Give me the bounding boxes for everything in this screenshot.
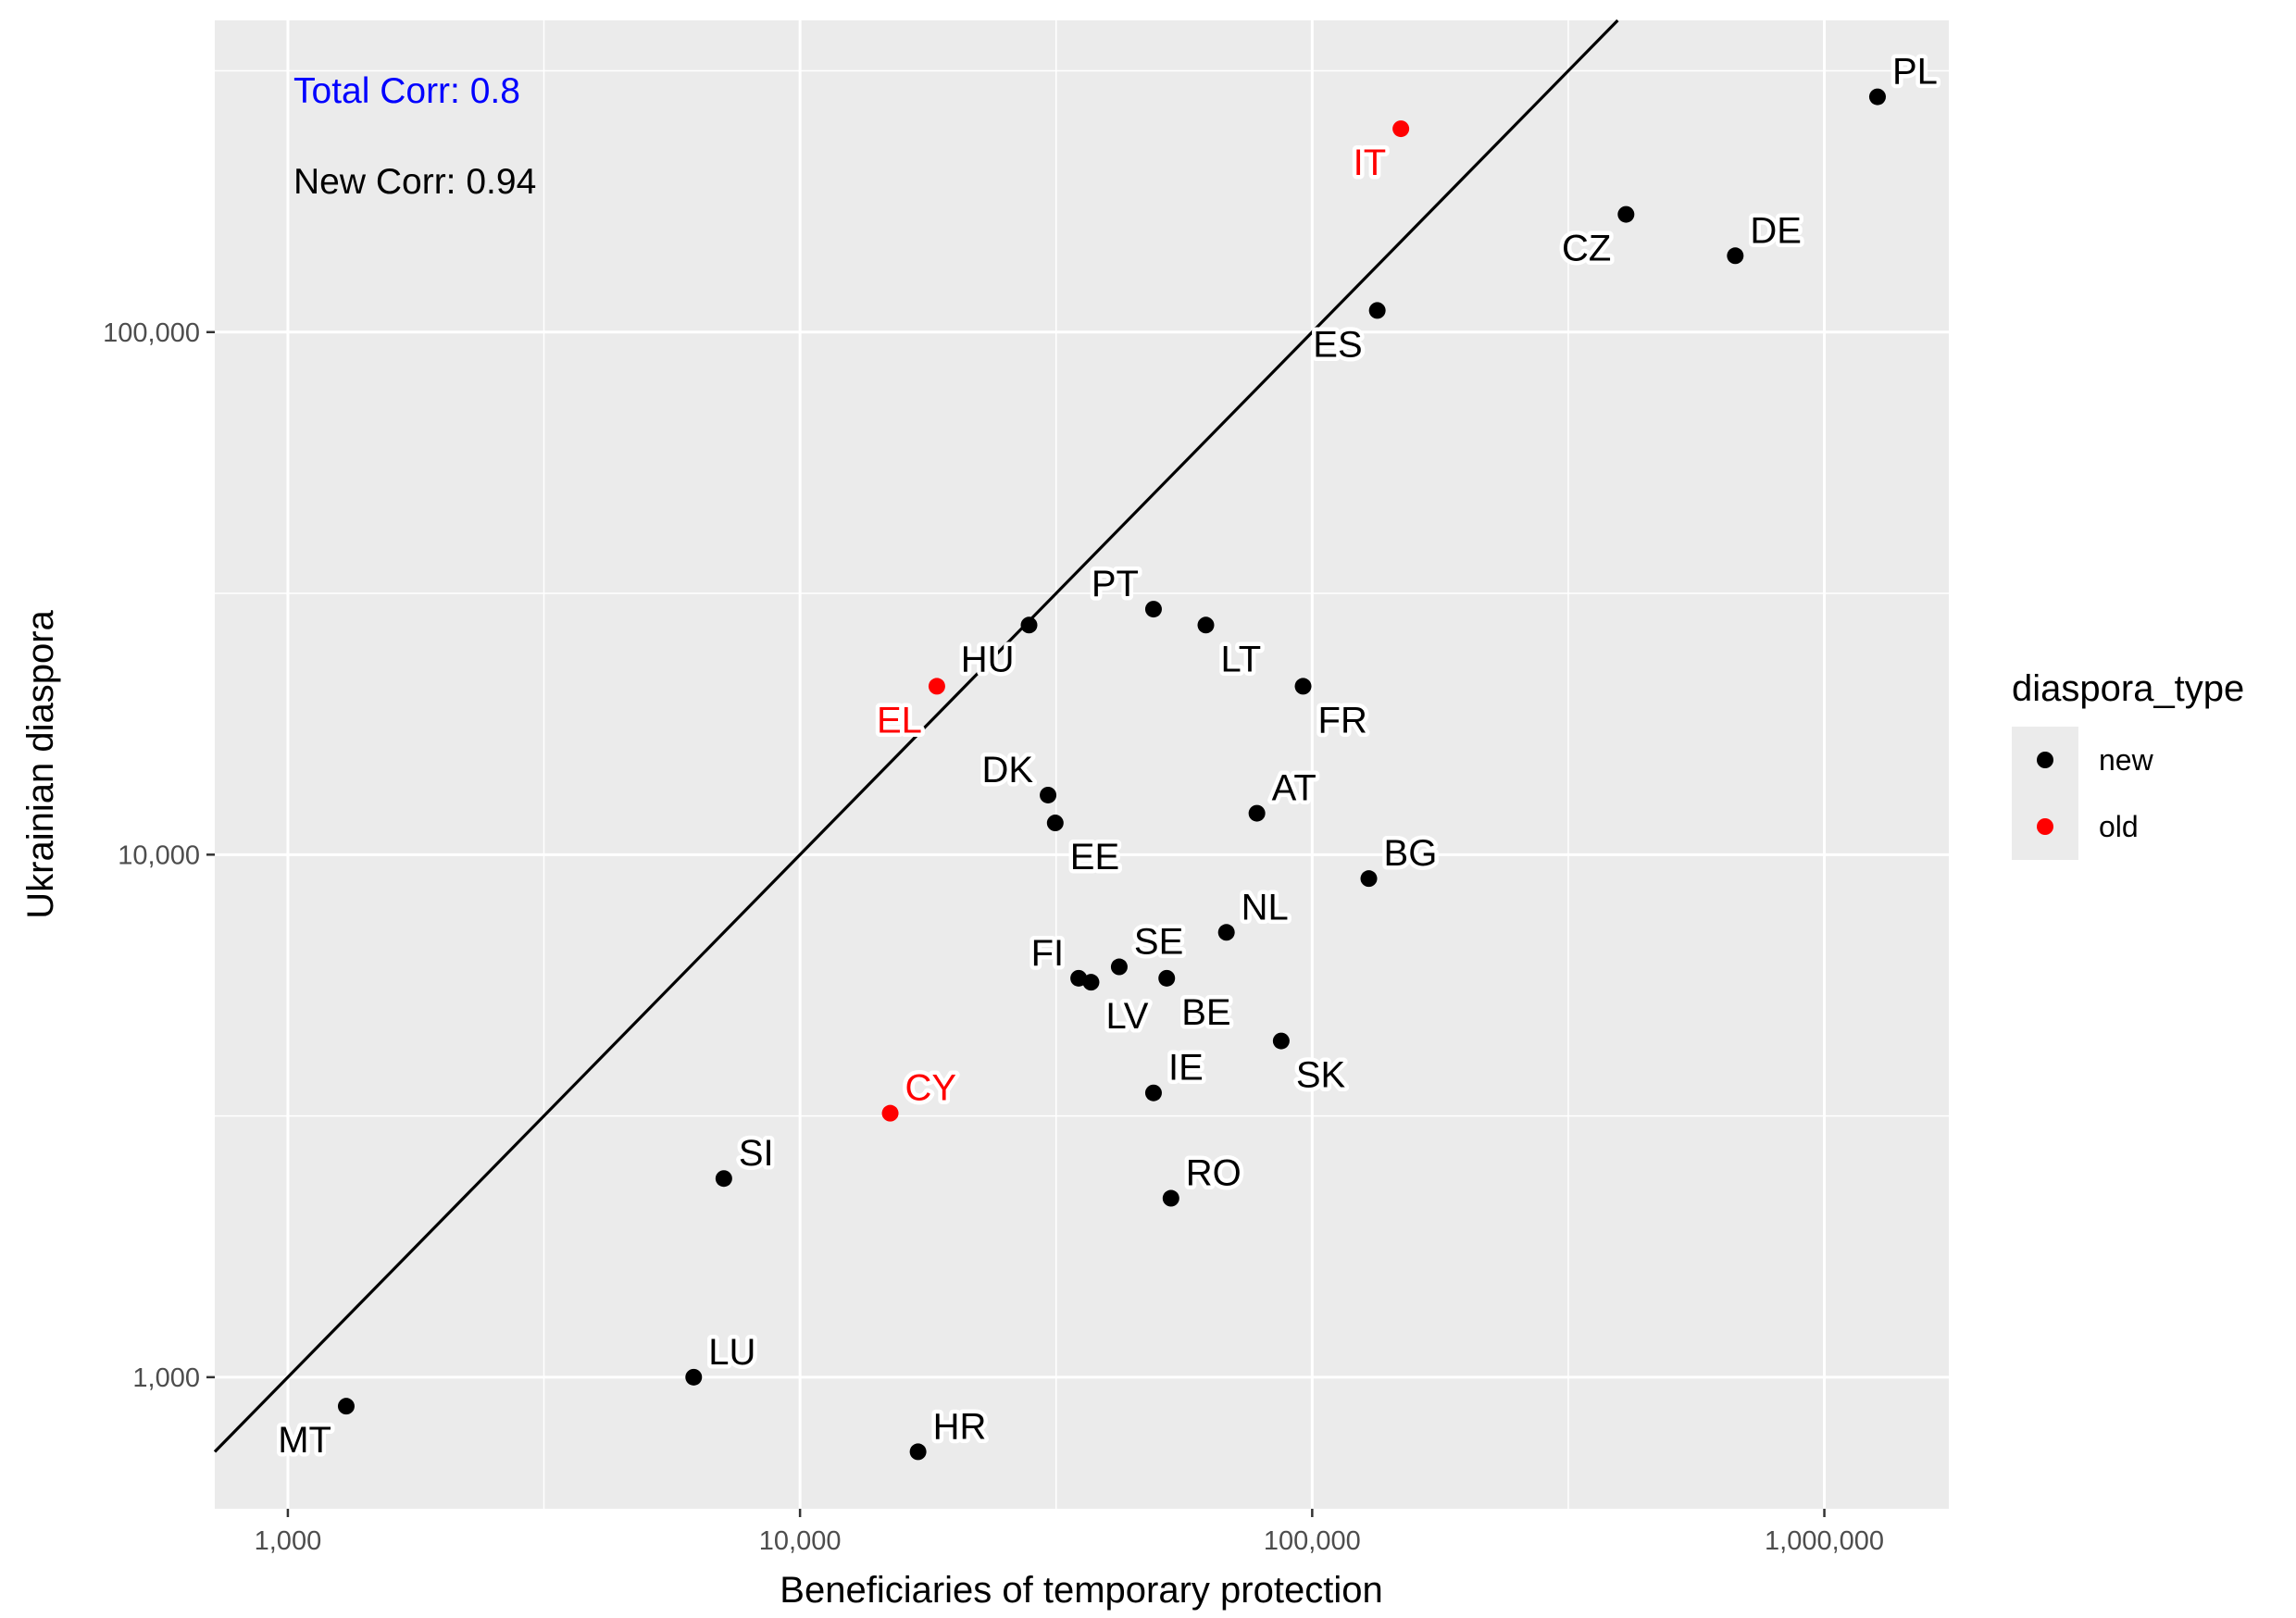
- point-cy: [881, 1104, 899, 1122]
- point-labels: PL IT CZ DE ES PT HU LT EL FR DK AT EE BG NL SE FI LV BE SK…: [274, 47, 1942, 1465]
- point-lu: [685, 1368, 703, 1386]
- label-it: IT: [1354, 143, 1387, 183]
- y-axis: 1,000 10,000 100,000: [103, 318, 215, 1393]
- legend-key-old: [2037, 818, 2053, 835]
- point-it: [1392, 120, 1410, 138]
- label-lv: LV: [1105, 996, 1148, 1037]
- label-es: ES: [1313, 324, 1362, 365]
- point-ro: [1162, 1189, 1179, 1207]
- point-fr: [1294, 678, 1312, 695]
- legend-label-new: new: [2099, 743, 2154, 777]
- major-gridlines: [215, 20, 1949, 1509]
- plot-background: [215, 20, 1949, 1509]
- label-fr: FR: [1318, 700, 1367, 741]
- legend-label-old: old: [2099, 810, 2139, 843]
- label-dk: DK: [981, 750, 1033, 790]
- label-cz: CZ: [1562, 229, 1611, 269]
- label-lt: LT: [1220, 639, 1261, 679]
- x-axis: 1,000 10,000 100,000 1,000,000: [255, 1509, 1884, 1556]
- y-tick-label: 100,000: [103, 318, 200, 348]
- y-tick-label: 1,000: [132, 1363, 200, 1393]
- label-el: EL: [877, 700, 922, 741]
- label-bg: BG: [1384, 833, 1438, 874]
- label-fi: FI: [1031, 933, 1065, 974]
- label-nl: NL: [1242, 887, 1289, 927]
- identity-reference-line: [213, 19, 1619, 1453]
- label-ro: RO: [1186, 1153, 1242, 1194]
- label-sk: SK: [1296, 1055, 1346, 1096]
- point-hu: [1020, 616, 1038, 634]
- legend-key-new: [2037, 752, 2053, 768]
- point-hr: [909, 1443, 927, 1461]
- label-at: AT: [1272, 768, 1316, 809]
- point-se: [1110, 958, 1128, 976]
- x-tick-label: 100,000: [1264, 1526, 1361, 1556]
- y-tick-label: 10,000: [118, 840, 200, 870]
- point-sk: [1272, 1032, 1290, 1050]
- point-pt: [1144, 601, 1162, 618]
- new-corr-annotation: New Corr: 0.94: [293, 162, 536, 202]
- label-pl: PL: [1892, 52, 1938, 93]
- label-si: SI: [739, 1133, 774, 1174]
- data-points: [337, 88, 1886, 1461]
- point-si: [715, 1170, 732, 1188]
- point-bg: [1360, 870, 1378, 888]
- legend-title: diaspora_type: [2012, 668, 2244, 709]
- point-be: [1158, 969, 1176, 987]
- x-axis-title: Beneficiaries of temporary protection: [780, 1570, 1382, 1611]
- point-lt: [1197, 616, 1215, 634]
- x-tick-label: 10,000: [759, 1526, 842, 1556]
- label-se: SE: [1134, 922, 1183, 963]
- point-mt: [337, 1398, 355, 1415]
- point-es: [1368, 302, 1386, 319]
- label-ee: EE: [1070, 837, 1119, 877]
- label-be: BE: [1181, 992, 1230, 1033]
- point-lv: [1082, 974, 1100, 991]
- point-pl: [1868, 88, 1886, 106]
- x-tick-label: 1,000: [255, 1526, 322, 1556]
- point-ie: [1144, 1084, 1162, 1101]
- point-at: [1248, 804, 1266, 822]
- label-mt: MT: [278, 1420, 331, 1461]
- label-ie: IE: [1168, 1048, 1204, 1089]
- point-cz: [1617, 205, 1635, 223]
- point-el: [928, 678, 945, 695]
- label-hu: HU: [961, 639, 1015, 679]
- point-ee: [1046, 815, 1064, 832]
- label-pt: PT: [1092, 564, 1139, 604]
- point-dk: [1040, 786, 1057, 803]
- point-nl: [1217, 924, 1235, 941]
- minor-gridlines: [215, 20, 1949, 1509]
- x-tick-label: 1,000,000: [1765, 1526, 1884, 1556]
- label-de: DE: [1750, 210, 1802, 251]
- y-axis-title: Ukrainian diaspora: [20, 609, 61, 918]
- label-cy: CY: [905, 1068, 957, 1109]
- legend: diaspora_type new old: [2012, 668, 2244, 860]
- point-de: [1727, 247, 1744, 265]
- label-lu: LU: [708, 1332, 755, 1373]
- total-corr-annotation: Total Corr: 0.8: [293, 71, 520, 111]
- label-hr: HR: [933, 1406, 987, 1447]
